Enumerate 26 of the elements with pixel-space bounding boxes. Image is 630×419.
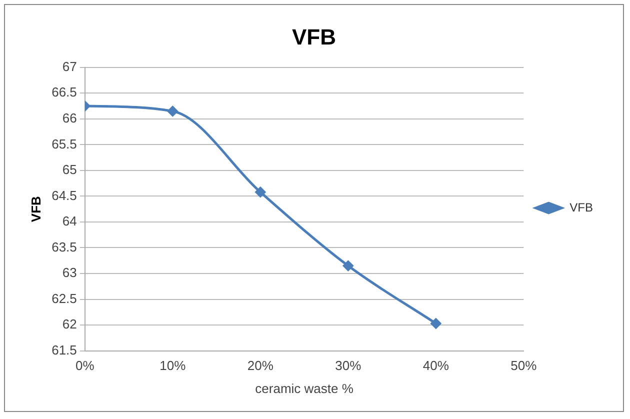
point [167, 106, 178, 117]
chart-title: VFB [292, 24, 336, 50]
x-tick-label: 10% [160, 358, 186, 374]
y-tick-label: 62 [62, 316, 77, 332]
y-tick-label: 67 [62, 58, 77, 74]
x-tick-label: 40% [422, 358, 450, 374]
x-tick-label: 50% [510, 358, 538, 374]
y-tick-label: 64 [62, 214, 77, 229]
x-tick-label: 0% [76, 358, 95, 374]
point [342, 260, 354, 272]
x-tick-label: 30% [335, 358, 362, 374]
point [254, 186, 266, 198]
y-tick-label: 65.5 [52, 136, 77, 152]
legend-label: VFB [570, 200, 594, 214]
y-tick-label: 66 [62, 110, 77, 126]
y-tick-label: 63 [62, 265, 77, 280]
y-tick-label: 66.5 [52, 84, 77, 100]
y-tick-label: 62.5 [52, 290, 77, 306]
y-tick-label: 61.5 [52, 342, 77, 358]
point [430, 318, 442, 329]
y-axis-title: VFB [28, 196, 44, 222]
y-tick-label: 63.5 [52, 239, 77, 254]
y-tick-label: 64.5 [52, 188, 77, 203]
x-axis-title: ceramic waste % [255, 380, 354, 396]
y-tick-label: 65 [62, 162, 77, 178]
x-tick-label: 20% [247, 358, 274, 374]
